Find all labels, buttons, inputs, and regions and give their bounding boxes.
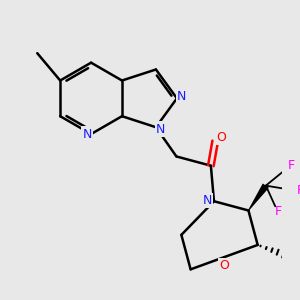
Text: N: N (156, 123, 165, 136)
Text: N: N (82, 128, 92, 140)
Text: F: F (297, 184, 300, 197)
Polygon shape (248, 184, 269, 211)
Text: N: N (177, 90, 186, 103)
Text: F: F (288, 159, 295, 172)
Text: O: O (219, 259, 229, 272)
Text: F: F (274, 206, 282, 218)
Text: N: N (203, 194, 212, 207)
Text: O: O (216, 131, 226, 144)
